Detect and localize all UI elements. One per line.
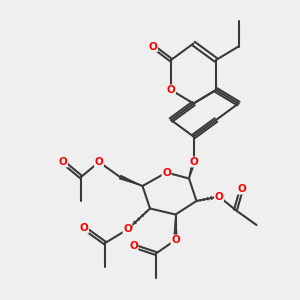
Text: O: O: [214, 191, 224, 202]
Text: O: O: [189, 157, 198, 167]
Text: O: O: [80, 223, 88, 233]
Text: O: O: [167, 85, 176, 95]
Text: O: O: [148, 41, 158, 52]
Text: O: O: [162, 167, 171, 178]
Text: O: O: [58, 157, 68, 167]
Text: O: O: [129, 241, 138, 251]
Text: O: O: [123, 224, 132, 235]
Text: O: O: [171, 235, 180, 245]
Text: O: O: [237, 184, 246, 194]
Text: O: O: [94, 157, 103, 167]
Polygon shape: [119, 175, 142, 186]
Polygon shape: [173, 214, 178, 240]
Polygon shape: [189, 161, 196, 178]
